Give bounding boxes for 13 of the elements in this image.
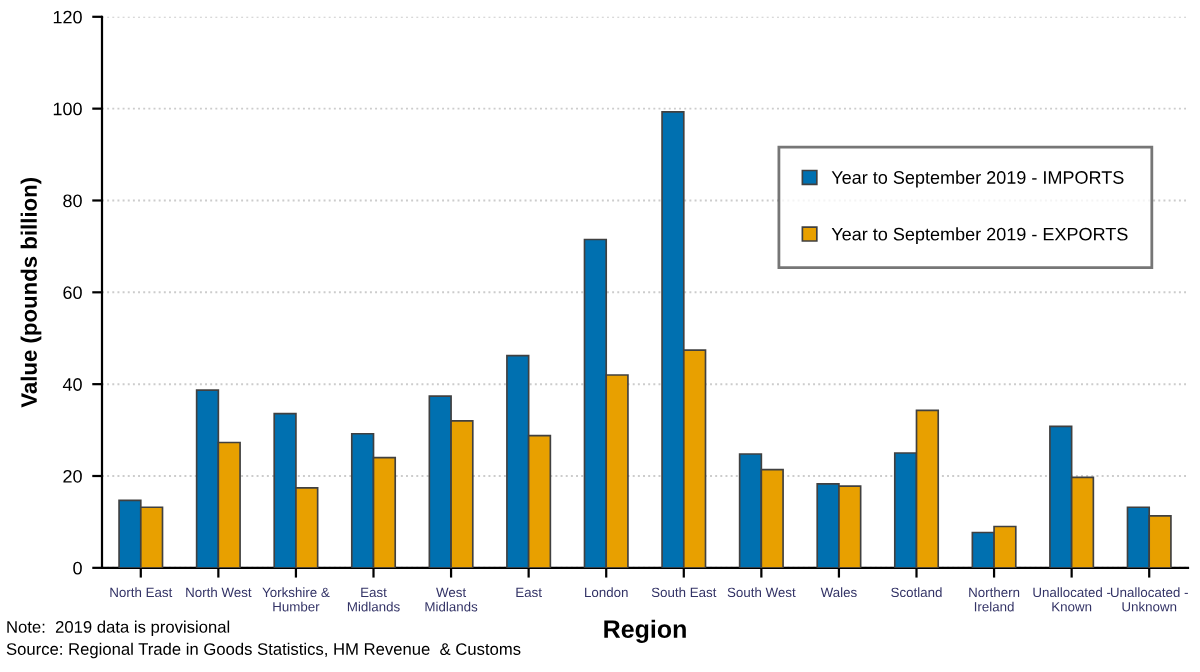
legend-label: Year to September 2019 - IMPORTS <box>831 170 1124 188</box>
y-tick-label: 100 <box>53 102 82 116</box>
y-tick-label: 0 <box>73 561 82 575</box>
x-axis-title: Region <box>604 619 686 644</box>
source-note: Source: Regional Trade in Goods Statistics, HM Revenue & Customs <box>6 642 521 659</box>
y-tick-label: 20 <box>63 469 82 483</box>
legend-label: Year to September 2019 - EXPORTS <box>831 227 1128 245</box>
y-tick-label: 40 <box>62 378 82 391</box>
y-tick-label: 120 <box>53 10 82 24</box>
y-tick-label: 80 <box>63 194 82 208</box>
text: Note: 2019 data is provisional <box>7 620 230 637</box>
y-tick-label: 60 <box>63 286 82 300</box>
y-axis-title: Value (pounds billion) <box>20 177 42 408</box>
